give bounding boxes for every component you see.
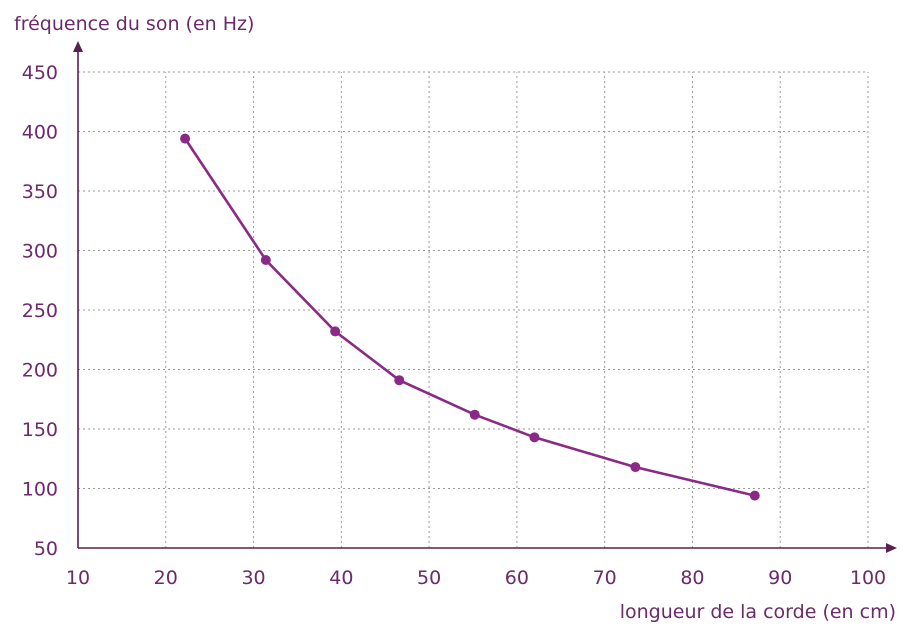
- grid: [78, 71, 869, 548]
- x-tick-label: 100: [850, 567, 886, 589]
- y-tick-label: 150: [22, 419, 58, 441]
- y-axis-arrow: [73, 41, 83, 52]
- x-tick-label: 10: [66, 567, 90, 589]
- x-tick-label: 80: [680, 567, 704, 589]
- y-tick-label: 250: [22, 300, 58, 322]
- x-tick-label: 20: [154, 567, 178, 589]
- x-tick-label: 30: [241, 567, 265, 589]
- data-point: [330, 326, 341, 337]
- axes: [73, 41, 897, 553]
- data-point: [260, 255, 271, 266]
- x-tick-label: 70: [593, 567, 617, 589]
- x-axis-title: longueur de la corde (en cm): [620, 601, 896, 623]
- y-tick-label: 50: [34, 538, 58, 560]
- data-point: [749, 490, 760, 501]
- data-point: [469, 409, 480, 420]
- y-tick-label: 300: [22, 241, 58, 263]
- x-tick-label: 90: [768, 567, 792, 589]
- y-tick-label: 100: [22, 479, 58, 501]
- data-point: [180, 133, 191, 144]
- y-tick-label: 200: [22, 360, 58, 382]
- tick-labels: 10 20 30 40 50 60 70 80 90 100 50 100 150 200 250 300 35…: [22, 62, 886, 589]
- data-point: [630, 462, 641, 473]
- data-point: [394, 375, 405, 386]
- series: [180, 133, 760, 501]
- x-tick-label: 60: [505, 567, 529, 589]
- y-tick-label: 400: [22, 122, 58, 144]
- data-point: [529, 432, 540, 443]
- y-tick-label: 450: [22, 62, 58, 84]
- y-axis-title: fréquence du son (en Hz): [14, 13, 254, 35]
- series-line: [184, 137, 756, 497]
- x-tick-label: 40: [329, 567, 353, 589]
- x-axis-arrow: [886, 543, 897, 553]
- y-tick-label: 350: [22, 181, 58, 203]
- x-tick-label: 50: [417, 567, 441, 589]
